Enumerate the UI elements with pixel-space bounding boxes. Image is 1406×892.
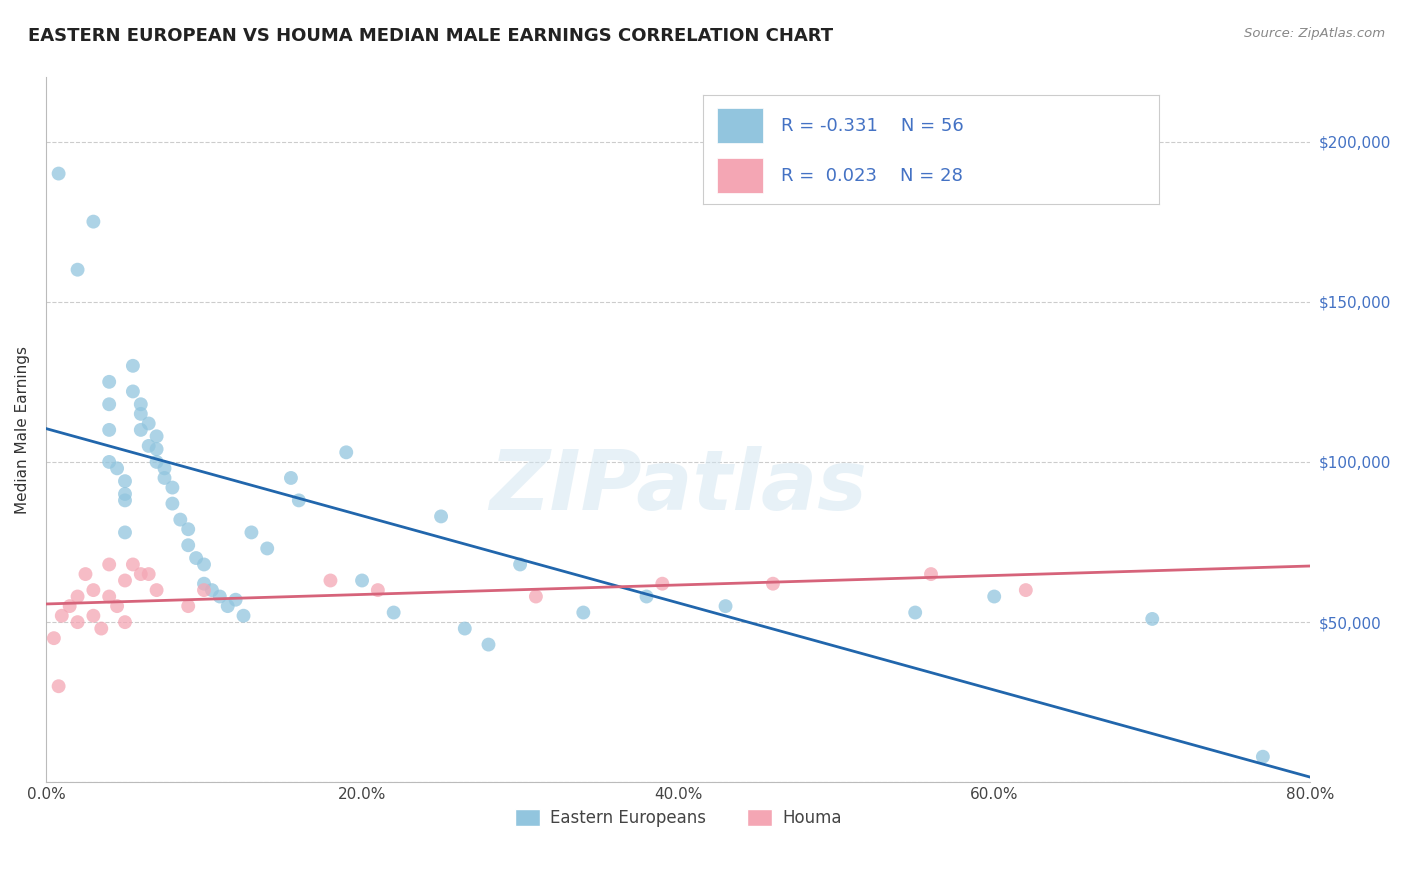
Point <box>509 558 531 572</box>
Point <box>114 615 136 629</box>
Point <box>82 6 104 21</box>
Point <box>217 599 239 614</box>
Text: EASTERN EUROPEAN VS HOUMA MEDIAN MALE EARNINGS CORRELATION CHART: EASTERN EUROPEAN VS HOUMA MEDIAN MALE EA… <box>28 27 834 45</box>
Point <box>225 592 247 607</box>
Point <box>66 262 89 277</box>
Point <box>145 429 167 443</box>
Point <box>51 608 73 623</box>
Point <box>714 599 737 614</box>
Point <box>430 509 453 524</box>
Point <box>184 551 207 566</box>
Point <box>208 590 231 604</box>
Point <box>129 397 152 411</box>
Point <box>66 590 89 604</box>
Point <box>636 590 658 604</box>
Point <box>98 375 121 389</box>
Point <box>162 481 184 495</box>
Y-axis label: Median Male Earnings: Median Male Earnings <box>15 346 30 514</box>
Point <box>48 679 70 693</box>
Point <box>920 567 942 582</box>
Point <box>105 599 128 614</box>
Point <box>153 471 176 485</box>
Point <box>114 525 136 540</box>
Point <box>454 622 477 636</box>
Point <box>201 583 224 598</box>
Point <box>129 567 152 582</box>
Point <box>105 461 128 475</box>
Point <box>48 167 70 181</box>
Point <box>169 513 191 527</box>
Point <box>129 407 152 421</box>
Legend: Eastern Europeans, Houma: Eastern Europeans, Houma <box>508 803 848 834</box>
Point <box>240 525 263 540</box>
Point <box>138 439 160 453</box>
Point <box>75 567 97 582</box>
Point <box>1251 749 1274 764</box>
Point <box>1015 583 1038 598</box>
Point <box>114 574 136 588</box>
Point <box>335 445 357 459</box>
Point <box>572 606 595 620</box>
Point <box>114 493 136 508</box>
Point <box>762 576 785 591</box>
Point <box>122 359 145 373</box>
Point <box>98 455 121 469</box>
Point <box>114 474 136 488</box>
Point <box>122 558 145 572</box>
Point <box>122 384 145 399</box>
Point <box>319 574 342 588</box>
Point <box>177 522 200 536</box>
Point <box>129 423 152 437</box>
Point <box>193 558 215 572</box>
Point <box>98 558 121 572</box>
Point <box>904 606 927 620</box>
Point <box>98 397 121 411</box>
Point <box>177 599 200 614</box>
Point <box>138 417 160 431</box>
Point <box>177 538 200 552</box>
Point <box>114 487 136 501</box>
Point <box>98 590 121 604</box>
Point <box>1142 612 1164 626</box>
Point <box>59 599 82 614</box>
Point <box>256 541 278 556</box>
Point <box>82 608 104 623</box>
Point <box>524 590 547 604</box>
Point <box>66 615 89 629</box>
Point <box>145 442 167 456</box>
Point <box>82 583 104 598</box>
Point <box>42 631 65 645</box>
Point <box>232 608 254 623</box>
Point <box>162 497 184 511</box>
Point <box>138 567 160 582</box>
Point <box>288 493 311 508</box>
Point <box>145 455 167 469</box>
Point <box>82 214 104 228</box>
Point <box>477 638 499 652</box>
Point <box>193 576 215 591</box>
Point <box>90 622 112 636</box>
Point <box>352 574 374 588</box>
Point <box>193 583 215 598</box>
Point <box>367 583 389 598</box>
Text: Source: ZipAtlas.com: Source: ZipAtlas.com <box>1244 27 1385 40</box>
Text: ZIPatlas: ZIPatlas <box>489 446 868 527</box>
Point <box>280 471 302 485</box>
Point <box>382 606 405 620</box>
Point <box>145 583 167 598</box>
Point <box>153 461 176 475</box>
Point <box>651 576 673 591</box>
Point <box>983 590 1005 604</box>
Point <box>98 423 121 437</box>
